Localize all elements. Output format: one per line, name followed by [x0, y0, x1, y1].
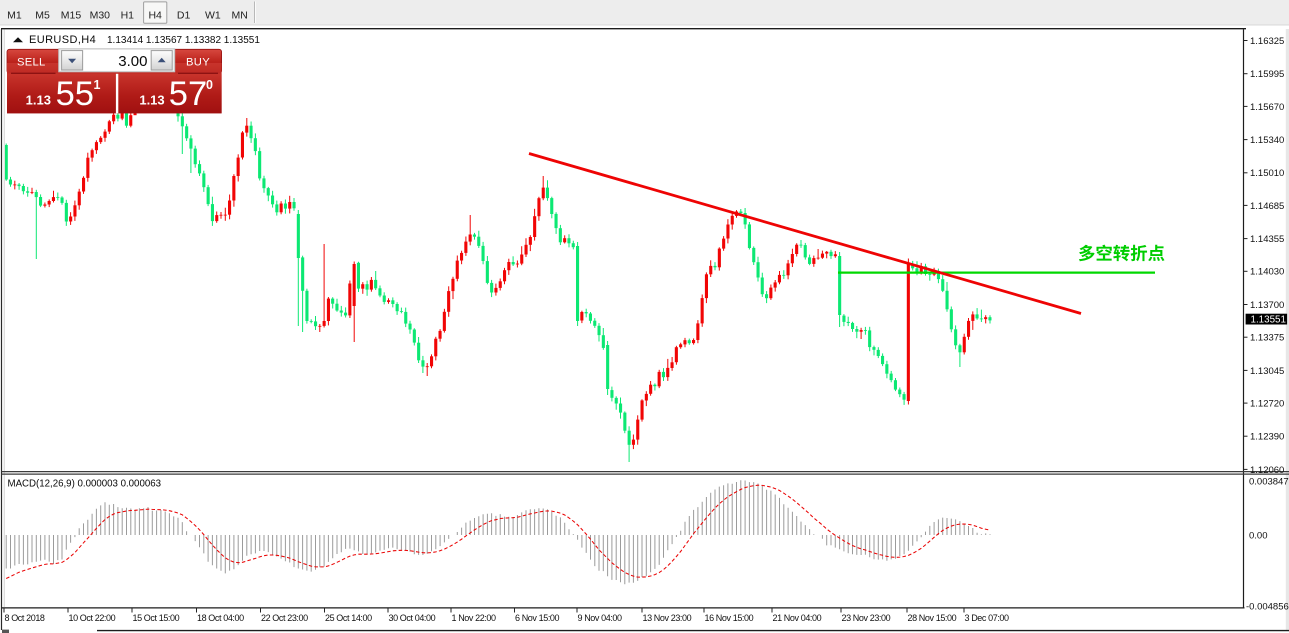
svg-text:1.15340: 1.15340	[1250, 135, 1284, 146]
svg-text:8 Oct 2018: 8 Oct 2018	[5, 613, 45, 623]
svg-text:57: 57	[169, 75, 207, 113]
svg-text:1.12390: 1.12390	[1250, 432, 1284, 443]
svg-text:D1: D1	[177, 10, 191, 22]
svg-text:1.15995: 1.15995	[1250, 69, 1284, 80]
svg-text:3.00: 3.00	[118, 53, 147, 70]
svg-text:M1: M1	[7, 10, 22, 22]
svg-text:55: 55	[56, 75, 94, 113]
svg-text:3 Dec 07:00: 3 Dec 07:00	[965, 613, 1010, 623]
svg-text:-0.004856: -0.004856	[1246, 602, 1289, 613]
svg-text:M30: M30	[90, 10, 111, 22]
svg-text:21 Nov 04:00: 21 Nov 04:00	[773, 613, 822, 623]
svg-text:16 Nov 15:00: 16 Nov 15:00	[705, 613, 754, 623]
svg-text:1.13: 1.13	[139, 93, 164, 108]
svg-text:28 Nov 15:00: 28 Nov 15:00	[908, 613, 957, 623]
svg-text:9 Nov 04:00: 9 Nov 04:00	[578, 613, 623, 623]
svg-text:MN: MN	[232, 10, 248, 22]
svg-text:1.16325: 1.16325	[1250, 36, 1284, 47]
svg-text:M5: M5	[35, 10, 50, 22]
svg-text:SELL: SELL	[17, 56, 46, 68]
svg-text:22 Oct 23:00: 22 Oct 23:00	[261, 613, 308, 623]
svg-text:6 Nov 15:00: 6 Nov 15:00	[515, 613, 560, 623]
svg-text:1.13045: 1.13045	[1250, 366, 1284, 377]
svg-text:0.003847: 0.003847	[1249, 477, 1289, 488]
svg-text:1.13414 1.13567 1.13382 1.1355: 1.13414 1.13567 1.13382 1.13551	[107, 35, 260, 46]
svg-text:1.13375: 1.13375	[1250, 333, 1284, 344]
svg-text:H4: H4	[148, 10, 162, 22]
svg-text:W1: W1	[205, 10, 221, 22]
svg-text:15 Oct 15:00: 15 Oct 15:00	[133, 613, 180, 623]
svg-text:H1: H1	[121, 10, 135, 22]
svg-text:EURUSD,H4: EURUSD,H4	[29, 34, 96, 46]
svg-text:1.14355: 1.14355	[1250, 234, 1284, 245]
svg-text:1.12060: 1.12060	[1250, 465, 1284, 476]
svg-text:BUY: BUY	[186, 56, 210, 68]
svg-text:25 Oct 14:00: 25 Oct 14:00	[325, 613, 372, 623]
svg-text:1.14685: 1.14685	[1250, 201, 1284, 212]
svg-text:23 Nov 23:00: 23 Nov 23:00	[842, 613, 891, 623]
svg-text:18 Oct 04:00: 18 Oct 04:00	[197, 613, 244, 623]
svg-text:1.15670: 1.15670	[1250, 102, 1284, 113]
svg-text:1.12720: 1.12720	[1250, 398, 1284, 409]
svg-text:1: 1	[94, 78, 101, 92]
svg-text:10 Oct 22:00: 10 Oct 22:00	[69, 613, 116, 623]
svg-text:MACD(12,26,9) 0.000003 0.00006: MACD(12,26,9) 0.000003 0.000063	[8, 479, 162, 490]
svg-text:1.15010: 1.15010	[1250, 168, 1284, 179]
svg-text:M15: M15	[61, 10, 82, 22]
svg-text:13 Nov 23:00: 13 Nov 23:00	[643, 613, 692, 623]
svg-text:30 Oct 04:00: 30 Oct 04:00	[389, 613, 436, 623]
svg-text:0: 0	[206, 78, 213, 92]
svg-text:1.13700: 1.13700	[1250, 300, 1284, 311]
svg-text:1 Nov 22:00: 1 Nov 22:00	[452, 613, 497, 623]
svg-text:0.00: 0.00	[1249, 530, 1268, 541]
svg-text:1.14030: 1.14030	[1250, 267, 1284, 278]
svg-text:1.13: 1.13	[26, 93, 51, 108]
svg-text:1.13551: 1.13551	[1251, 315, 1286, 326]
